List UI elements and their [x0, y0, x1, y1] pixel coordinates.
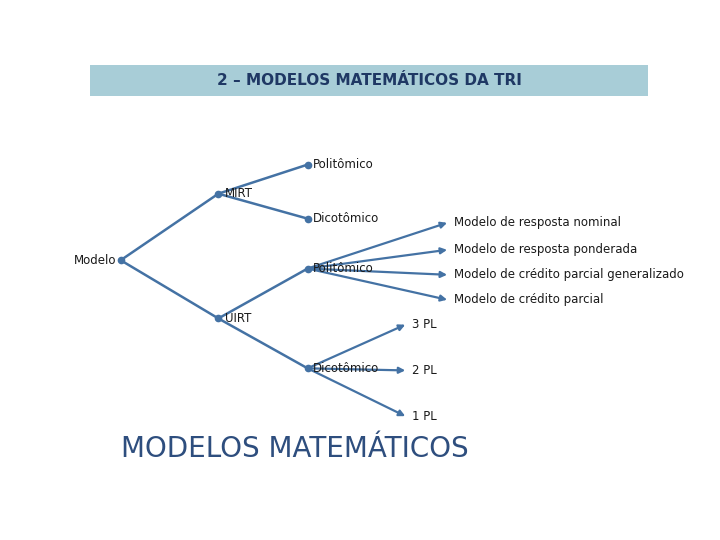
Text: 2 PL: 2 PL	[412, 364, 437, 377]
Text: 3 PL: 3 PL	[412, 318, 436, 331]
Text: Politômico: Politômico	[313, 158, 374, 171]
Text: Dicotômico: Dicotômico	[313, 362, 379, 375]
Text: UIRT: UIRT	[225, 312, 251, 325]
Text: Modelo de resposta nominal: Modelo de resposta nominal	[454, 217, 621, 230]
Text: Politômico: Politômico	[313, 262, 374, 275]
Text: 1 PL: 1 PL	[412, 410, 437, 423]
Text: Modelo de resposta ponderada: Modelo de resposta ponderada	[454, 244, 637, 256]
Text: Modelo: Modelo	[73, 254, 116, 267]
Text: MIRT: MIRT	[225, 187, 253, 200]
Bar	[90, 65, 648, 96]
Text: 2 – MODELOS MATEMÁTICOS DA TRI: 2 – MODELOS MATEMÁTICOS DA TRI	[217, 73, 521, 87]
Text: Modelo de crédito parcial: Modelo de crédito parcial	[454, 293, 603, 306]
Text: Modelo de crédito parcial generalizado: Modelo de crédito parcial generalizado	[454, 268, 684, 281]
Text: MODELOS MATEMÁTICOS: MODELOS MATEMÁTICOS	[121, 435, 468, 463]
Text: Dicotômico: Dicotômico	[313, 212, 379, 225]
